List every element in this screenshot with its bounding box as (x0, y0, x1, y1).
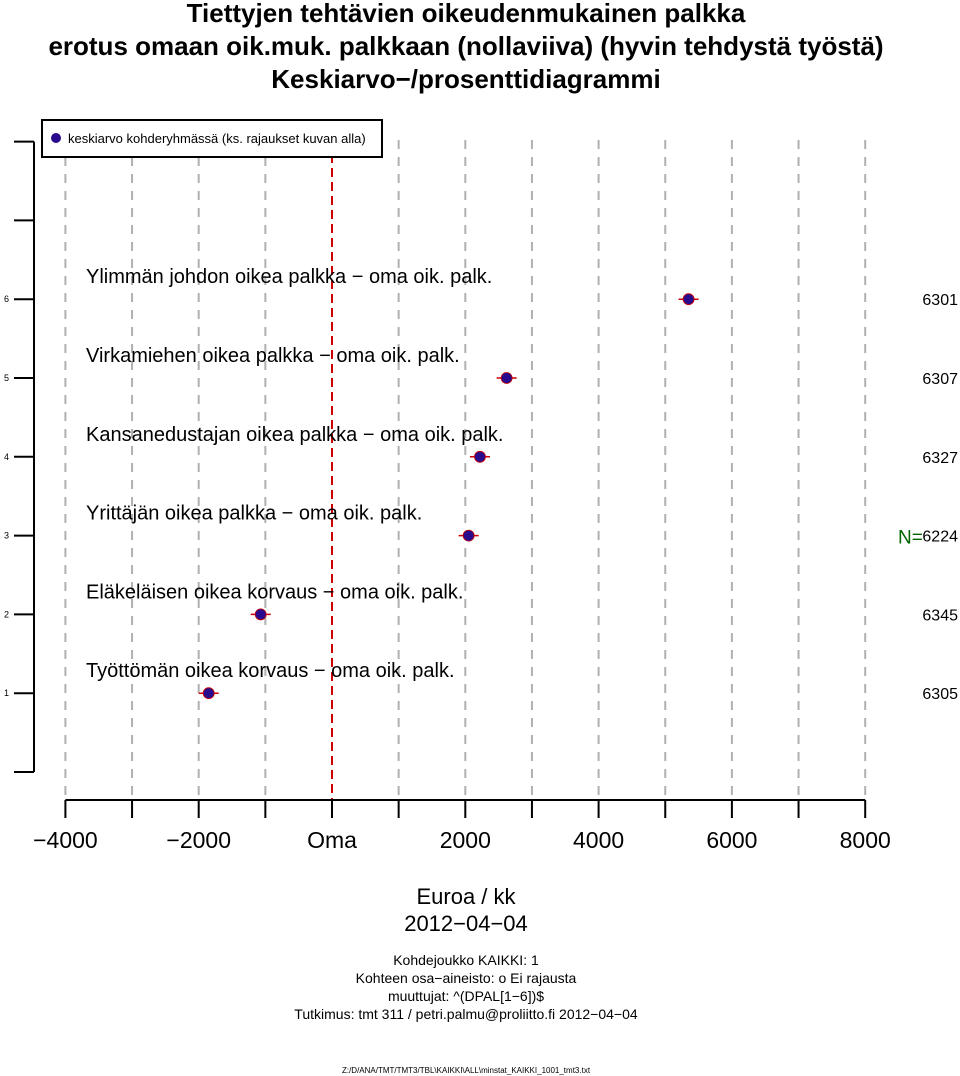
x-axis-title: Euroa / kk (416, 884, 516, 909)
x-tick-label: −2000 (166, 827, 231, 853)
data-point (682, 293, 695, 306)
category-label: Virkamiehen oikea palkka − oma oik. palk… (86, 345, 460, 367)
x-tick-label: 8000 (840, 827, 891, 853)
n-labels: 6301 6307 6327 6224 6345 6305 N= (898, 292, 958, 703)
x-tick-label: Oma (307, 827, 357, 853)
legend-label: keskiarvo kohderyhmässä (ks. rajaukset k… (68, 131, 366, 146)
category-label: Yrittäjän oikea palkka − oma oik. palk. (86, 503, 422, 525)
footer-line: Kohdejoukko KAIKKI: 1 (393, 952, 539, 968)
n-label: 6327 (922, 450, 958, 467)
x-tick-label: 6000 (706, 827, 757, 853)
legend-box (41, 119, 383, 158)
legend: keskiarvo kohderyhmässä (ks. rajaukset k… (41, 119, 383, 158)
date-label: 2012−04−04 (404, 911, 528, 936)
category-label: Eläkeläisen oikea korvaus − oma oik. pal… (86, 581, 463, 603)
data-point (202, 687, 215, 700)
y-tick-label: 4 (4, 452, 9, 462)
x-axis: −4000 −2000 Oma 2000 4000 6000 8000 (33, 799, 891, 853)
y-tick-label: 2 (4, 609, 9, 619)
y-axis: 1 2 3 4 5 6 (4, 140, 35, 773)
data-point (474, 450, 486, 463)
data-point (254, 608, 267, 621)
chart-title: Tiettyjen tehtävien oikeudenmukainen pal… (48, 0, 883, 94)
title-line-2: erotus omaan oik.muk. palkkaan (nollavii… (48, 31, 883, 61)
n-prefix: N= (898, 528, 923, 549)
category-label: Kansanedustajan oikea palkka − oma oik. … (86, 424, 504, 446)
footer-line: Kohteen osa−aineisto: o Ei rajausta (356, 970, 577, 986)
category-label: Työttömän oikea korvaus − oma oik. palk. (86, 660, 455, 682)
title-line-1: Tiettyjen tehtävien oikeudenmukainen pal… (187, 0, 746, 28)
x-tick-label: 2000 (440, 827, 491, 853)
n-label: 6224 (922, 529, 958, 546)
x-tick-label: −4000 (33, 827, 98, 853)
category-labels: Ylimmän johdon oikea palkka − oma oik. p… (86, 266, 504, 682)
n-label: 6305 (922, 686, 958, 703)
footer-line: Tutkimus: tmt 311 / petri.palmu@proliitt… (294, 1006, 638, 1022)
y-tick-label: 3 (4, 531, 9, 541)
n-label: 6307 (922, 371, 958, 388)
y-tick-label: 5 (4, 373, 9, 383)
category-label: Ylimmän johdon oikea palkka − oma oik. p… (86, 266, 492, 288)
x-tick-label: 4000 (573, 827, 624, 853)
title-line-3: Keskiarvo−/prosenttidiagrammi (271, 64, 660, 94)
n-label: 6345 (922, 607, 958, 624)
data-points (198, 293, 699, 700)
y-tick-label: 1 (4, 688, 9, 698)
y-tick-label: 6 (4, 294, 9, 304)
legend-marker (51, 133, 61, 143)
gridlines (64, 140, 867, 800)
data-point (462, 529, 475, 542)
n-label: 6301 (922, 292, 958, 309)
data-point (500, 372, 513, 384)
footer-line: muuttujat: ^(DPAL[1−6])$ (388, 988, 544, 1004)
file-path: Z:/D/ANA/TMT/TMT3/TBL\KAIKKI\ALL\minstat… (342, 1066, 591, 1075)
